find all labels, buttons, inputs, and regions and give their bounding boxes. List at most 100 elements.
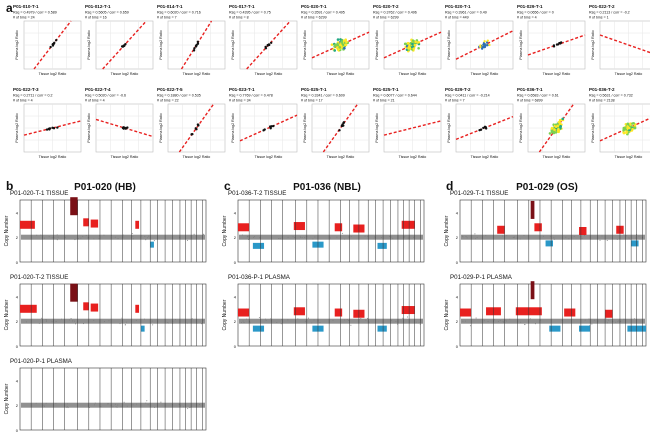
density-point bbox=[622, 128, 625, 132]
bin-point bbox=[314, 236, 316, 238]
bin-point bbox=[132, 235, 134, 237]
bin-point bbox=[344, 238, 346, 240]
bin-point bbox=[617, 321, 619, 323]
data-point bbox=[269, 41, 273, 44]
bin-point bbox=[341, 232, 343, 234]
copy-number-axis-label: Copy Number bbox=[444, 299, 450, 330]
bin-point bbox=[135, 319, 137, 321]
bin-point bbox=[287, 319, 289, 321]
scatter-subplot: P01-017-T-1 Rsq = 0.4395 / corr = 0.75# o… bbox=[229, 4, 298, 76]
scatter-subplot: P01-010-T-1 Rsq = 0.4979 / corr = 0.589# … bbox=[13, 4, 82, 76]
bin-point bbox=[367, 317, 369, 319]
density-point bbox=[633, 126, 636, 130]
subplot-title: P01-012-T-1 bbox=[85, 4, 111, 9]
bin-point bbox=[68, 319, 70, 321]
bin-point bbox=[151, 320, 153, 322]
bin-point bbox=[487, 320, 489, 322]
bin-point bbox=[250, 322, 252, 324]
density-point bbox=[626, 122, 630, 126]
bin-point bbox=[474, 233, 476, 235]
bin-point bbox=[628, 237, 630, 239]
bin-point bbox=[35, 402, 37, 404]
tick-label: 2 bbox=[16, 403, 19, 408]
loss-segment bbox=[377, 325, 387, 332]
bin-point bbox=[476, 236, 478, 238]
y-axis-label: Plasma log2 Ratio bbox=[87, 30, 91, 59]
subplot-bins: # of bins = 16 bbox=[85, 16, 107, 20]
density-point bbox=[343, 46, 346, 50]
bin-point bbox=[60, 318, 62, 320]
data-point bbox=[483, 40, 486, 43]
y-axis-label: Plasma log2 Ratio bbox=[231, 113, 235, 142]
density-point bbox=[333, 49, 337, 52]
data-point bbox=[196, 42, 200, 45]
bin-point bbox=[581, 237, 583, 239]
subplot-bins: # of bins = 7 bbox=[157, 16, 177, 20]
bin-point bbox=[553, 237, 555, 239]
y-axis-label: Plasma log2 Ratio bbox=[375, 113, 379, 142]
bin-point bbox=[623, 318, 625, 320]
neutral-segment bbox=[461, 318, 645, 324]
bin-point bbox=[638, 235, 640, 237]
copy-number-track: P01-029-P-1 PLASMA Copy Number 4 2 0 bbox=[444, 274, 647, 349]
y-axis-label: Plasma log2 Ratio bbox=[447, 30, 451, 59]
bin-point bbox=[187, 408, 189, 410]
subplot-bins: # of bins = 21 bbox=[373, 99, 395, 103]
bin-point bbox=[114, 236, 116, 238]
gain-segment bbox=[135, 304, 140, 313]
bin-point bbox=[542, 235, 544, 237]
x-axis-label: Tissue log2 Ratio bbox=[471, 155, 499, 159]
x-axis-label: Tissue log2 Ratio bbox=[615, 72, 643, 76]
gain-segment bbox=[534, 223, 542, 232]
bin-point bbox=[249, 321, 251, 323]
bin-point bbox=[287, 236, 289, 238]
bin-point bbox=[336, 236, 338, 238]
subplot-stats: Rsq = 0.3961 / corr = 0.49 bbox=[445, 11, 487, 15]
gain-segment bbox=[20, 304, 37, 313]
bin-point bbox=[540, 319, 542, 321]
bin-point bbox=[147, 237, 149, 239]
bin-point bbox=[126, 405, 128, 407]
y-axis-label: Plasma log2 Ratio bbox=[159, 30, 163, 59]
gain-segment bbox=[293, 222, 305, 231]
bin-point bbox=[280, 238, 282, 240]
copy-number-axis-label: Copy Number bbox=[4, 299, 10, 330]
bin-point bbox=[475, 317, 477, 319]
bin-point bbox=[301, 237, 303, 239]
bin-point bbox=[506, 235, 508, 237]
data-point bbox=[486, 44, 489, 47]
bin-point bbox=[506, 320, 508, 322]
bin-point bbox=[501, 235, 503, 237]
subplot-title: P01-036-T-2 bbox=[589, 87, 615, 92]
subplot-bins: # of bins = 449 bbox=[445, 16, 469, 20]
y-axis-label: Plasma log2 Ratio bbox=[591, 30, 595, 59]
gain-segment bbox=[135, 220, 140, 229]
copy-number-track: P01-029-T-1 TISSUE Copy Number 4 2 0 bbox=[444, 190, 647, 265]
subplot-bins: # of bins = 7 bbox=[445, 99, 465, 103]
bin-point bbox=[593, 319, 595, 321]
bin-point bbox=[124, 324, 126, 326]
bin-point bbox=[512, 236, 514, 238]
bin-point bbox=[125, 321, 127, 323]
neutral-segment bbox=[461, 234, 645, 240]
bin-point bbox=[278, 237, 280, 239]
bin-point bbox=[43, 406, 45, 408]
bin-point bbox=[242, 320, 244, 322]
bin-point bbox=[615, 321, 617, 323]
subplot-stats: Rsq = 0.3341 / corr = 0.609 bbox=[301, 94, 345, 98]
copy-number-track: P01-036-T-2 TISSUE Copy Number 4 2 0 bbox=[222, 190, 425, 265]
scatter-subplot: P01-012-T-1 Rsq = 0.5605 / corr = 0.659# … bbox=[85, 4, 154, 76]
bin-point bbox=[51, 237, 53, 239]
subplot-title: P01-022-T-5 bbox=[157, 87, 183, 92]
density-point bbox=[403, 42, 407, 46]
bin-point bbox=[200, 323, 202, 325]
density-point bbox=[406, 41, 410, 45]
scatter-subplot: P01-029-T-1 Rsq = 0.0656 / corr = 0# of b… bbox=[517, 4, 586, 76]
data-point bbox=[51, 43, 55, 47]
subplot-title: P01-020-T-2 bbox=[373, 4, 399, 9]
bin-point bbox=[153, 406, 155, 408]
data-point bbox=[197, 124, 200, 127]
track-label: P01-029-P-1 PLASMA bbox=[450, 274, 513, 281]
loss-segment bbox=[150, 241, 154, 248]
copy-number-axis-label: Copy Number bbox=[222, 299, 228, 330]
